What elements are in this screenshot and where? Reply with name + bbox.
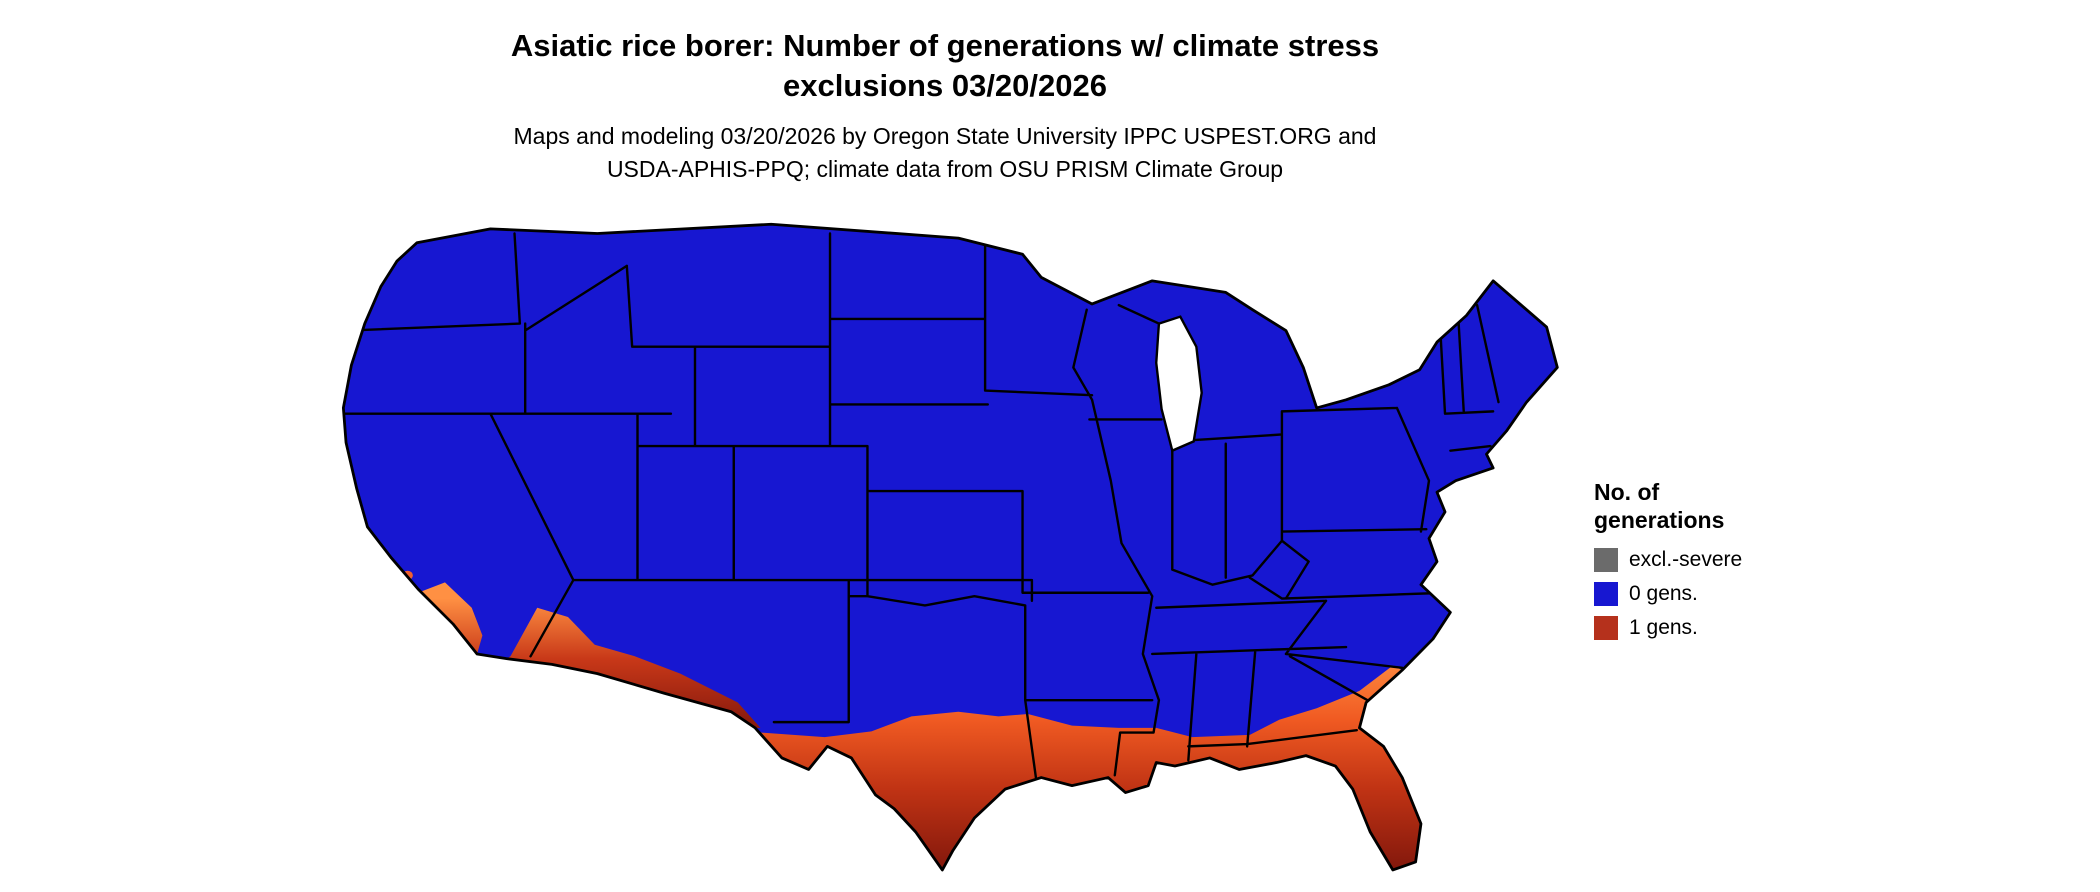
- legend: No. of generations excl.-severe 0 gens. …: [1594, 478, 1874, 648]
- one-gen-southwest-region: [506, 607, 761, 728]
- us-map-svg: [330, 215, 1560, 885]
- legend-title-line1: No. of: [1594, 479, 1660, 505]
- map-subtitle-line2: USDA-APHIS-PPQ; climate data from OSU PR…: [606, 156, 1284, 182]
- map-subtitle: Maps and modeling 03/20/2026 by Oregon S…: [0, 120, 1890, 186]
- map-title-line2: exclusions 03/20/2026: [782, 68, 1107, 103]
- legend-title: No. of generations: [1594, 478, 1874, 534]
- legend-title-line2: generations: [1594, 507, 1725, 533]
- map-subtitle-line1: Maps and modeling 03/20/2026 by Oregon S…: [513, 123, 1377, 149]
- lake-michigan: [1156, 317, 1201, 451]
- one-gen-south-region: [755, 665, 1421, 870]
- legend-label-0-gens: 0 gens.: [1629, 582, 1698, 605]
- zero-gens-swatch: [1594, 582, 1618, 606]
- legend-item-1-gens: 1 gens.: [1594, 614, 1874, 642]
- legend-item-0-gens: 0 gens.: [1594, 580, 1874, 608]
- legend-label-1-gens: 1 gens.: [1629, 616, 1698, 639]
- state-borders: [343, 233, 1498, 777]
- map-title-line1: Asiatic rice borer: Number of generation…: [510, 28, 1380, 63]
- legend-label-excl-severe: excl.-severe: [1629, 548, 1743, 571]
- excl-severe-swatch: [1594, 548, 1618, 572]
- us-outline: [343, 224, 1557, 870]
- one-gen-california-region: [420, 582, 483, 654]
- map-title: Asiatic rice borer: Number of generation…: [0, 26, 1890, 106]
- one-gens-swatch: [1594, 616, 1618, 640]
- legend-item-excl-severe: excl.-severe: [1594, 546, 1874, 574]
- us-landmass: [343, 224, 1558, 870]
- us-generations-map: [330, 215, 1560, 885]
